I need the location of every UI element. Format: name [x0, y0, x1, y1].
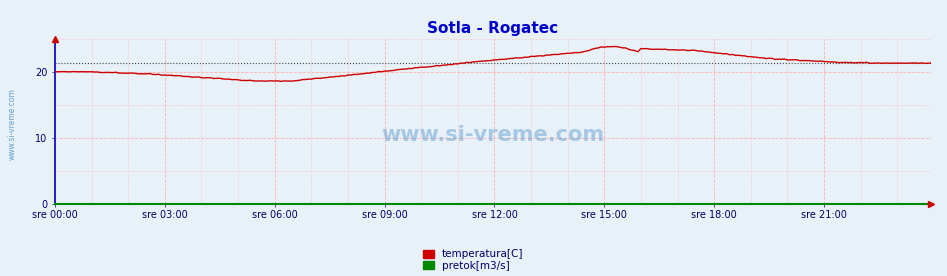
Text: www.si-vreme.com: www.si-vreme.com: [8, 88, 17, 160]
Text: www.si-vreme.com: www.si-vreme.com: [382, 125, 604, 145]
Legend: temperatura[C], pretok[m3/s]: temperatura[C], pretok[m3/s]: [423, 249, 524, 271]
Title: Sotla - Rogatec: Sotla - Rogatec: [427, 21, 559, 36]
